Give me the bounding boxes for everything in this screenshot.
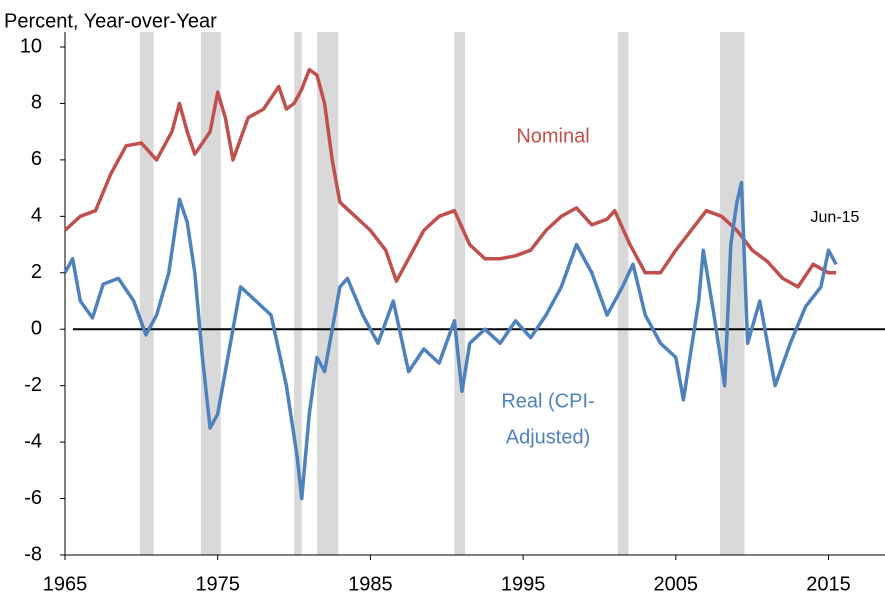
- recession-band: [139, 32, 154, 555]
- y-tick-label: -8: [24, 543, 42, 565]
- x-tick-label: 2015: [806, 573, 851, 595]
- x-tick-label: 1975: [195, 573, 240, 595]
- annotation: Jun-15: [811, 209, 860, 226]
- x-tick-label: 1995: [501, 573, 546, 595]
- recession-band: [720, 32, 745, 555]
- y-tick-label: 4: [31, 205, 42, 227]
- y-tick-label: -2: [24, 374, 42, 396]
- x-tick-label: 2005: [654, 573, 699, 595]
- recession-band: [316, 32, 339, 555]
- y-axis-label: Percent, Year-over-Year: [4, 10, 217, 32]
- x-tick-label: 1965: [43, 573, 88, 595]
- x-tick-label: 1985: [348, 573, 393, 595]
- y-tick-label: 2: [31, 261, 42, 283]
- recession-band: [294, 32, 302, 555]
- recession-band: [454, 32, 466, 555]
- y-tick-label: 0: [31, 318, 42, 340]
- y-tick-label: 10: [20, 35, 42, 57]
- recession-band: [617, 32, 629, 555]
- recession-band: [200, 32, 221, 555]
- annotation: Adjusted): [506, 426, 591, 448]
- y-tick-label: 6: [31, 148, 42, 170]
- y-tick-label: -4: [24, 430, 42, 452]
- y-tick-label: -6: [24, 487, 42, 509]
- y-tick-label: 8: [31, 92, 42, 114]
- annotation: Nominal: [516, 125, 589, 147]
- series-line: [63, 67, 837, 289]
- annotation: Real (CPI-: [501, 390, 594, 412]
- series-line: [63, 180, 838, 501]
